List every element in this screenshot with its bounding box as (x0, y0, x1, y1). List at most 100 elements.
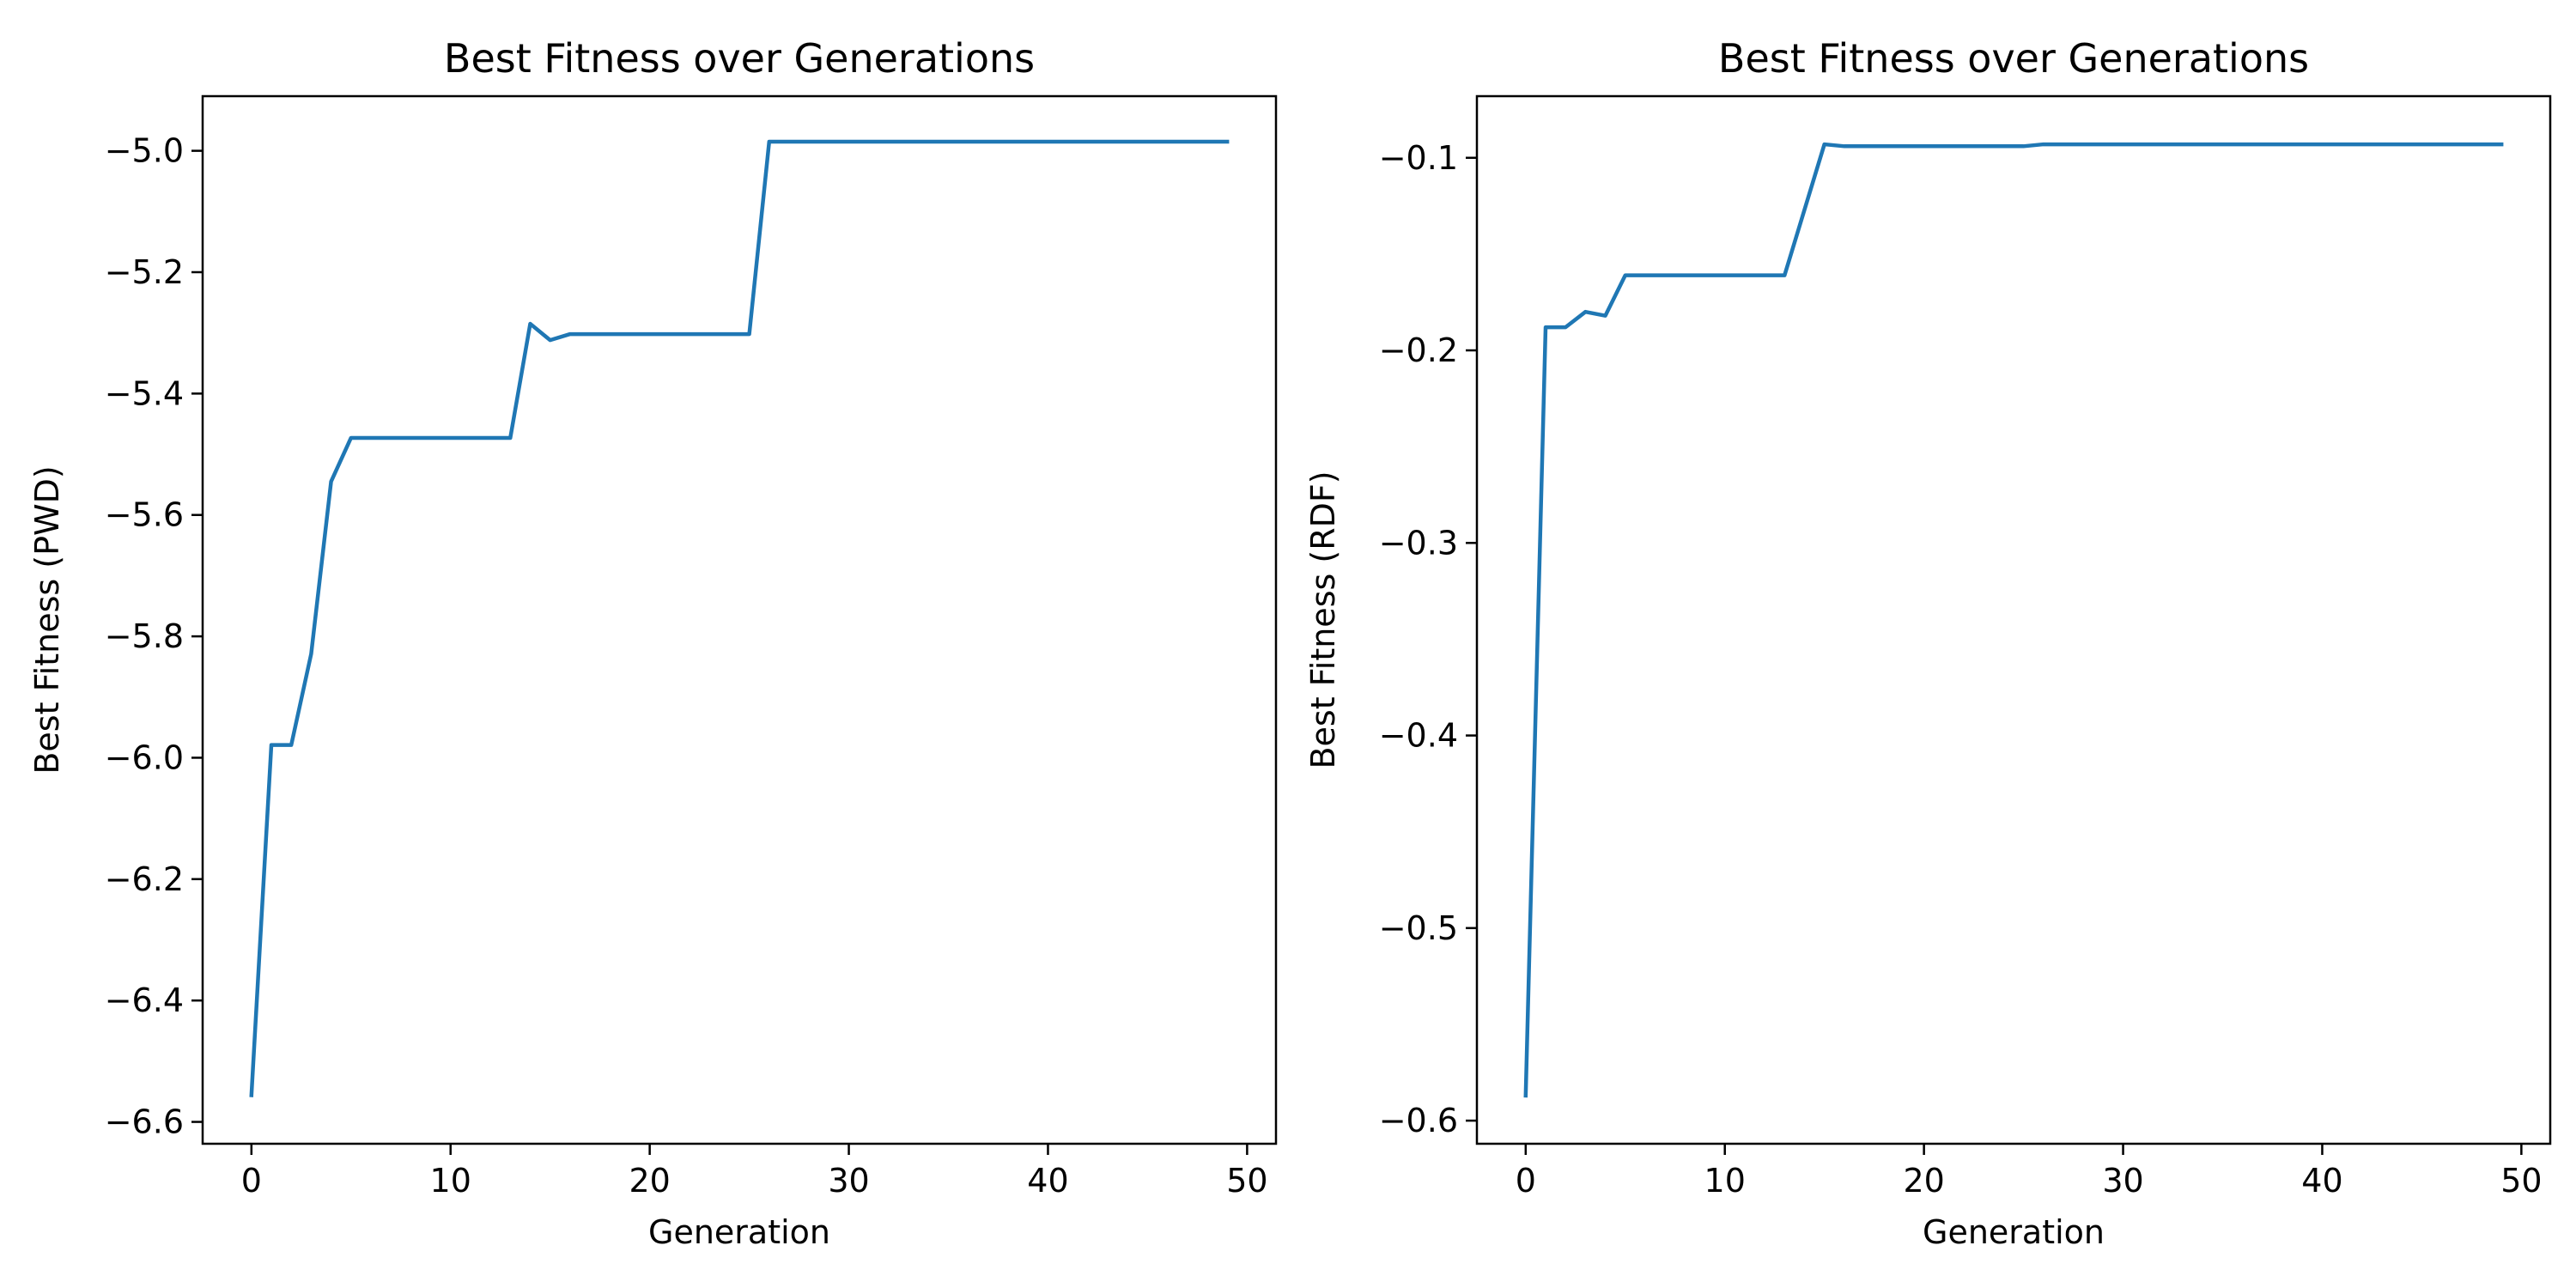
chart-rdf: Best Fitness over Generations 0 10 20 30 40 50… (1304, 35, 2552, 1251)
data-point (2160, 142, 2166, 147)
data-point (249, 1092, 254, 1097)
data-point (428, 435, 434, 440)
data-point (2340, 142, 2345, 147)
chart-pwd: Best Fitness over Generations 0 10 20 30 40 50… (28, 35, 1278, 1251)
data-point (886, 139, 891, 144)
y-tick-label: −0.3 (1379, 524, 1458, 562)
data-point (2260, 142, 2265, 147)
data-point (1523, 1093, 1528, 1098)
data-point (726, 331, 732, 337)
data-point (906, 139, 911, 144)
plot-frame (201, 94, 1278, 1145)
data-point (1782, 273, 1787, 278)
data-point (607, 331, 612, 337)
data-point (2121, 142, 2126, 147)
data-point (1066, 139, 1071, 144)
data-point (2221, 142, 2226, 147)
data-point (289, 743, 294, 748)
data-point (548, 337, 553, 343)
y-axis-label: Best Fitness (RDF) (1304, 471, 1342, 769)
data-point (408, 435, 413, 440)
data-point (1822, 142, 1827, 147)
data-point (2439, 142, 2445, 147)
series-line (1523, 142, 2504, 1098)
x-tick-label: 40 (2301, 1162, 2342, 1200)
data-point (1981, 143, 1986, 149)
data-point (507, 435, 513, 440)
data-point (308, 652, 313, 657)
data-point (368, 435, 374, 440)
data-point (1205, 139, 1210, 144)
y-tick-label: −0.4 (1379, 717, 1458, 755)
data-point (2479, 142, 2484, 147)
x-tick-label: 20 (629, 1162, 670, 1200)
y-tick-label: −6.4 (105, 981, 184, 1019)
data-point (2081, 142, 2086, 147)
data-point (1901, 143, 1906, 149)
data-point (826, 139, 831, 144)
y-axis-label: Best Fitness (PWD) (28, 465, 66, 774)
series-line (249, 139, 1230, 1097)
x-axis-label: Generation (648, 1213, 830, 1251)
data-point (747, 331, 752, 337)
data-point (767, 139, 772, 144)
data-point (468, 435, 473, 440)
chart-title: Best Fitness over Generations (1718, 35, 2309, 82)
data-point (866, 139, 872, 144)
data-point (2240, 142, 2245, 147)
data-point (647, 331, 653, 337)
data-point (667, 331, 672, 337)
data-point (1941, 143, 1947, 149)
data-point (1662, 273, 1668, 278)
data-point (2180, 142, 2185, 147)
data-point (1105, 139, 1110, 144)
x-tick-label: 10 (1704, 1162, 1746, 1200)
y-tick-label: −0.6 (1379, 1102, 1458, 1139)
y-tick-label: −6.6 (105, 1103, 184, 1141)
data-point (1623, 273, 1628, 278)
data-point (1801, 207, 1807, 212)
data-point (2319, 142, 2324, 147)
data-point (269, 743, 274, 748)
data-point (1703, 273, 1708, 278)
data-point (2360, 142, 2365, 147)
y-tick-label: −6.2 (105, 860, 184, 898)
data-point (1643, 273, 1648, 278)
y-tick-label: −5.8 (105, 617, 184, 655)
data-point (1185, 139, 1190, 144)
chart-title: Best Fitness over Generations (444, 35, 1035, 82)
data-point (2141, 142, 2146, 147)
data-point (1862, 143, 1867, 149)
data-point (1922, 143, 1927, 149)
data-point (1005, 139, 1011, 144)
data-point (1603, 313, 1608, 319)
x-tick-label: 40 (1027, 1162, 1068, 1200)
data-point (1145, 139, 1150, 144)
data-point (448, 435, 453, 440)
y-tick-label: −5.4 (105, 374, 184, 412)
x-axis-label: Generation (1923, 1213, 2105, 1251)
data-point (1682, 273, 1687, 278)
x-tick-label: 20 (1903, 1162, 1944, 1200)
data-point (2100, 142, 2105, 147)
x-tick-label: 10 (430, 1162, 471, 1200)
y-tick-label: −5.0 (105, 132, 184, 170)
data-point (2499, 142, 2504, 147)
y-tick-label: −6.0 (105, 738, 184, 776)
plot-frame (1475, 94, 2552, 1145)
data-point (687, 331, 692, 337)
y-tick-label: −0.2 (1379, 331, 1458, 369)
data-point (2399, 142, 2404, 147)
x-tick-label: 50 (1226, 1162, 1267, 1200)
data-point (349, 435, 354, 440)
data-point (388, 435, 393, 440)
data-point (1045, 139, 1050, 144)
data-point (587, 331, 592, 337)
data-point (2021, 143, 2026, 149)
x-tick-label: 50 (2500, 1162, 2542, 1200)
data-point (986, 139, 991, 144)
data-point (568, 331, 573, 337)
data-point (329, 479, 334, 484)
data-point (1762, 273, 1767, 278)
data-point (2419, 142, 2424, 147)
